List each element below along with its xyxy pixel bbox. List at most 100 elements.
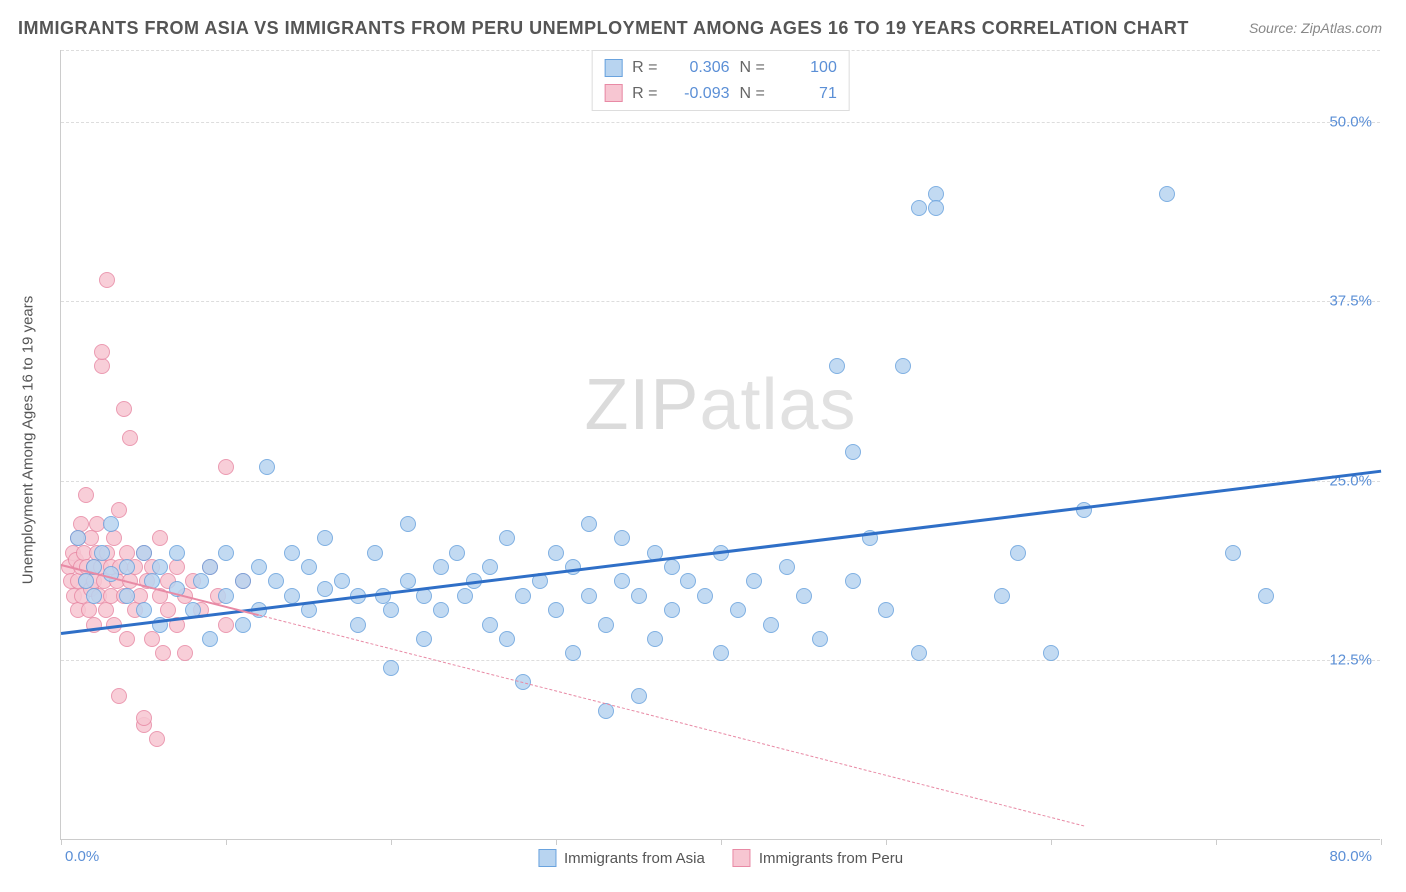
x-tick <box>556 839 557 845</box>
x-tick <box>1216 839 1217 845</box>
data-point <box>284 545 300 561</box>
data-point <box>928 200 944 216</box>
gridline <box>61 50 1380 51</box>
data-point <box>829 358 845 374</box>
y-axis-label: Unemployment Among Ages 16 to 19 years <box>20 296 37 585</box>
legend-item: Immigrants from Asia <box>538 849 705 867</box>
data-point <box>878 602 894 618</box>
data-point <box>1159 186 1175 202</box>
data-point <box>994 588 1010 604</box>
data-point <box>515 588 531 604</box>
data-point <box>99 272 115 288</box>
data-point <box>812 631 828 647</box>
legend-label: Immigrants from Asia <box>564 850 705 867</box>
data-point <box>457 588 473 604</box>
data-point <box>664 559 680 575</box>
data-point <box>713 645 729 661</box>
data-point <box>70 530 86 546</box>
y-tick-label: 12.5% <box>1329 652 1372 669</box>
data-point <box>169 545 185 561</box>
data-point <box>111 688 127 704</box>
legend-label: Immigrants from Peru <box>759 850 903 867</box>
data-point <box>218 545 234 561</box>
r-value: -0.093 <box>668 81 730 107</box>
data-point <box>845 573 861 589</box>
data-point <box>482 617 498 633</box>
data-point <box>1076 502 1092 518</box>
data-point <box>317 581 333 597</box>
data-point <box>796 588 812 604</box>
data-point <box>416 631 432 647</box>
y-tick-label: 37.5% <box>1329 293 1372 310</box>
stats-legend: R =0.306N =100R =-0.093N =71 <box>591 50 850 111</box>
x-tick <box>1051 839 1052 845</box>
data-point <box>383 660 399 676</box>
data-point <box>94 358 110 374</box>
data-point <box>119 588 135 604</box>
x-tick-label: 0.0% <box>65 848 99 865</box>
data-point <box>122 430 138 446</box>
data-point <box>94 344 110 360</box>
data-point <box>367 545 383 561</box>
data-point <box>86 588 102 604</box>
data-point <box>779 559 795 575</box>
data-point <box>680 573 696 589</box>
data-point <box>449 545 465 561</box>
gridline <box>61 122 1380 123</box>
data-point <box>845 444 861 460</box>
x-tick <box>721 839 722 845</box>
data-point <box>106 530 122 546</box>
data-point <box>383 602 399 618</box>
data-point <box>152 530 168 546</box>
legend-swatch <box>733 849 751 867</box>
data-point <box>144 631 160 647</box>
r-label: R = <box>632 55 657 81</box>
n-value: 100 <box>775 55 837 81</box>
n-value: 71 <box>775 81 837 107</box>
n-label: N = <box>740 55 765 81</box>
data-point <box>169 559 185 575</box>
data-point <box>284 588 300 604</box>
data-point <box>251 559 267 575</box>
legend-swatch <box>604 59 622 77</box>
data-point <box>350 617 366 633</box>
data-point <box>218 459 234 475</box>
data-point <box>565 645 581 661</box>
data-point <box>433 602 449 618</box>
data-point <box>78 487 94 503</box>
data-point <box>631 688 647 704</box>
data-point <box>152 559 168 575</box>
n-label: N = <box>740 81 765 107</box>
data-point <box>400 573 416 589</box>
x-tick <box>61 839 62 845</box>
data-point <box>548 545 564 561</box>
gridline <box>61 481 1380 482</box>
data-point <box>111 502 127 518</box>
data-point <box>259 459 275 475</box>
data-point <box>499 631 515 647</box>
data-point <box>697 588 713 604</box>
legend-item: Immigrants from Peru <box>733 849 903 867</box>
data-point <box>499 530 515 546</box>
data-point <box>235 617 251 633</box>
x-tick <box>1381 839 1382 845</box>
data-point <box>1225 545 1241 561</box>
data-point <box>763 617 779 633</box>
data-point <box>301 559 317 575</box>
data-point <box>177 645 193 661</box>
data-point <box>218 588 234 604</box>
data-point <box>631 588 647 604</box>
data-point <box>400 516 416 532</box>
chart-title: IMMIGRANTS FROM ASIA VS IMMIGRANTS FROM … <box>18 18 1189 39</box>
data-point <box>268 573 284 589</box>
x-tick-label: 80.0% <box>1329 848 1372 865</box>
data-point <box>94 545 110 561</box>
data-point <box>119 631 135 647</box>
stats-legend-row: R =0.306N =100 <box>604 55 837 81</box>
stats-legend-row: R =-0.093N =71 <box>604 81 837 107</box>
data-point <box>1258 588 1274 604</box>
x-tick <box>226 839 227 845</box>
data-point <box>119 559 135 575</box>
data-point <box>548 602 564 618</box>
data-point <box>730 602 746 618</box>
